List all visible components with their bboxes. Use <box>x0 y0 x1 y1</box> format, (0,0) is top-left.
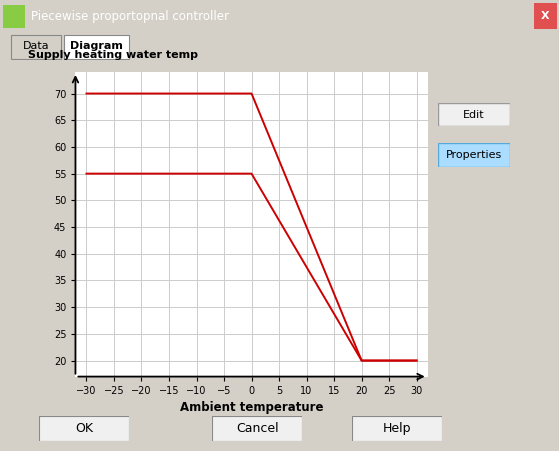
Text: OK: OK <box>75 422 93 435</box>
FancyBboxPatch shape <box>64 35 129 59</box>
Text: Cancel: Cancel <box>236 422 278 435</box>
Text: Diagram: Diagram <box>70 41 122 51</box>
Bar <box>534 3 557 29</box>
Text: Edit: Edit <box>463 110 485 120</box>
Text: Help: Help <box>383 422 411 435</box>
FancyBboxPatch shape <box>11 35 61 59</box>
Text: Supply heating water temp: Supply heating water temp <box>28 50 198 60</box>
Bar <box>3 5 25 28</box>
Text: Piecewise proportopnal controller: Piecewise proportopnal controller <box>31 10 229 23</box>
Text: X: X <box>541 11 550 21</box>
X-axis label: Ambient temperature: Ambient temperature <box>180 401 323 414</box>
Text: Data: Data <box>23 41 50 51</box>
Text: Properties: Properties <box>446 150 502 160</box>
